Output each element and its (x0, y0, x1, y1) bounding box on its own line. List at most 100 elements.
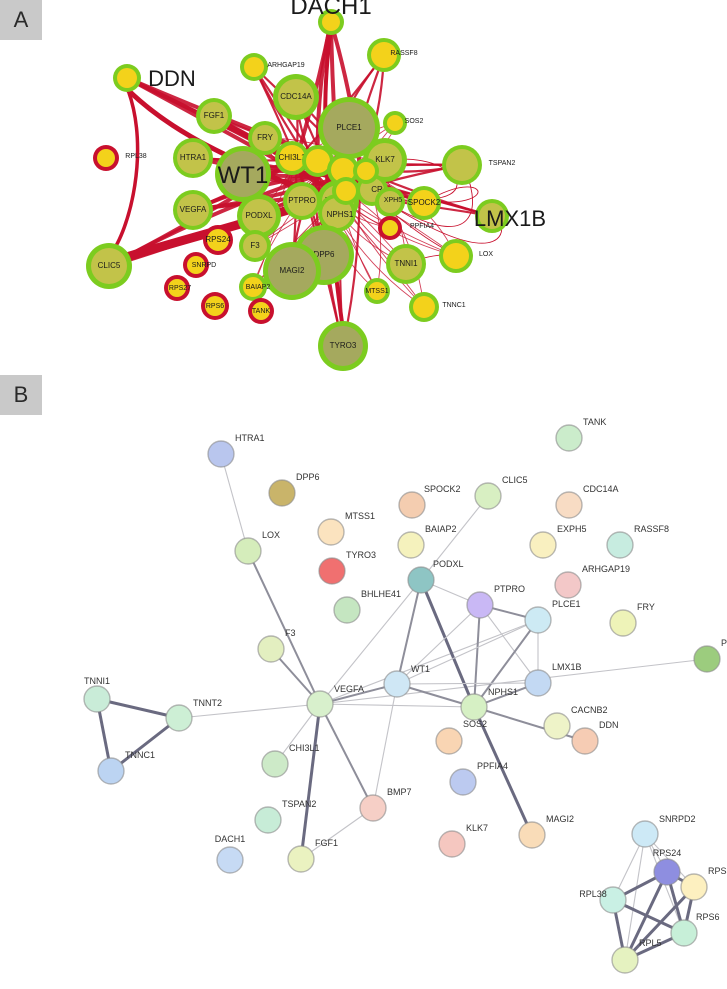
node-a-snrpd2: SNRPD (183, 252, 216, 278)
node-fill (278, 79, 314, 115)
node-b-circle (609, 609, 637, 637)
node-fill (322, 13, 340, 31)
node-a-label: F3 (250, 241, 260, 250)
edge-vegfa-pla2r1 (319, 658, 708, 705)
edge-rps24-rpl5 (623, 871, 669, 961)
node-b-label: SPOCK2 (424, 484, 461, 494)
node-b-circle (268, 479, 296, 507)
node-fill (187, 256, 205, 274)
node-fill (306, 149, 330, 173)
node-fill (244, 57, 264, 77)
node-a-label: TYRO3 (330, 341, 357, 350)
node-b-rps3: RPS3 (680, 866, 727, 901)
node-a-magi2: MAGI2 (263, 242, 321, 300)
node-a-rassf8: RASSF8 (367, 38, 418, 72)
node-b-circle (435, 727, 463, 755)
node-a-label: FRY (257, 133, 274, 142)
node-a-dach1: DACH1 (290, 0, 372, 35)
edge-wt1-nphs1 (396, 683, 475, 708)
node-a-label: CHI3L1 (278, 153, 306, 162)
node-b-label: DDN (599, 720, 619, 730)
edge-clic5-podxl (420, 495, 489, 581)
node-a-wt1: WT1 (215, 146, 271, 202)
node-b-circle (207, 440, 235, 468)
edge-rps6-rpl5 (624, 931, 685, 962)
node-a-label: TNNC1 (442, 302, 465, 309)
node-a-rps6: RPS6 (201, 292, 229, 320)
node-a-tyro3: TYRO3 (318, 321, 368, 371)
edge-nphs1-ddn (473, 706, 586, 742)
node-a-label: MTSS1 (365, 288, 388, 295)
node-b-label: CDC14A (583, 484, 619, 494)
node-b-chi3l1: CHI3L1 (261, 743, 320, 778)
node-b-snrpd2: SNRPD2 (631, 814, 696, 848)
node-a-spock2: SPOCK2 (407, 186, 441, 220)
node-a-label: RPS6 (206, 303, 224, 310)
node-fill (200, 102, 228, 130)
node-b-label: TNNC1 (125, 750, 155, 760)
node-b-circle (599, 886, 627, 914)
edge-podxl-nphs1 (419, 579, 476, 708)
node-a-podxl: PODXL (237, 194, 281, 238)
node-b-circle (529, 531, 557, 559)
node-b-label: CLIC5 (502, 475, 528, 485)
node-b-fry: FRY (609, 602, 655, 637)
node-b-rpl38: RPL38 (579, 886, 627, 914)
edge-lmx1b-nphs1 (473, 682, 539, 708)
node-a-label: FGF1 (204, 111, 225, 120)
node-b-circle (460, 693, 488, 721)
node-b-plce1: PLCE1 (524, 599, 581, 634)
node-fill (287, 186, 317, 216)
node-b-circle (234, 537, 262, 565)
node-b-label: KLK7 (466, 823, 488, 833)
node-b-circle (611, 946, 639, 974)
node-b-lox: LOX (234, 530, 280, 565)
edge-rps3-rps6 (682, 886, 696, 934)
node-b-label: FRY (637, 602, 655, 612)
node-b-circle (306, 690, 334, 718)
node-b-circle (670, 919, 698, 947)
node-fill (117, 68, 137, 88)
node-a-label: NPHS1 (327, 210, 354, 219)
edge-vegfa-fgf1 (299, 703, 322, 860)
edge-chi3l1-vegfa (274, 703, 321, 765)
node-b-ppfia4: PPFIA4 (449, 761, 508, 796)
node-a-label: BAIAP2 (246, 284, 271, 291)
node-fill (331, 158, 355, 182)
panel-b-nodes: HTRA1 DPP6 LOX MTSS1 SPOCK2 BAIAP2 CLIC5 TANK CD… (83, 417, 727, 974)
node-fill (322, 198, 352, 228)
node-fill (243, 277, 263, 297)
node-a-exph5: XPH5 (375, 187, 405, 217)
edge-ptpro-plce1 (479, 604, 539, 621)
node-a-lox: LOX (439, 239, 493, 273)
node-a-label: SOS2 (405, 118, 424, 125)
edge-a (126, 88, 302, 193)
node-b-htra1: HTRA1 (207, 433, 265, 468)
node-fill (443, 243, 469, 269)
node-a-f3: F3 (239, 230, 271, 262)
node-b-circle (97, 757, 125, 785)
node-a-baiap2: BAIAP2 (239, 273, 270, 301)
node-b-circle (83, 685, 111, 713)
node-b-label: LOX (262, 530, 280, 540)
node-b-label: RASSF8 (634, 524, 669, 534)
edge-rpl38-rps6 (612, 898, 685, 935)
edge-rpl38-rpl5 (611, 899, 627, 961)
node-a-tank: TANK (248, 298, 274, 324)
node-b-lmx1b: LMX1B (524, 662, 582, 697)
node-a-label: ARHGAP19 (267, 62, 304, 69)
node-fill (379, 191, 401, 213)
node-b-circle (631, 820, 659, 848)
node-fill (168, 279, 186, 297)
node-b-bhlhe41: BHLHE41 (333, 589, 401, 624)
edge-rps3-rpl5 (623, 885, 696, 962)
node-b-tyro3: TYRO3 (318, 550, 376, 585)
edge-snrpd2-rps24 (644, 833, 668, 873)
node-b-nphs1: NPHS1 (460, 687, 518, 721)
panel-a-network: DACH1 DDN WT1 LMX1B ARHGAP19 RASSF8 CDC14A FGF1… (86, 0, 546, 371)
edge-lox-vegfa (247, 550, 321, 705)
node-b-label: DPP6 (296, 472, 320, 482)
node-b-label: CACNB2 (571, 705, 608, 715)
node-fill (323, 326, 363, 366)
node-b-label: F3 (285, 628, 296, 638)
